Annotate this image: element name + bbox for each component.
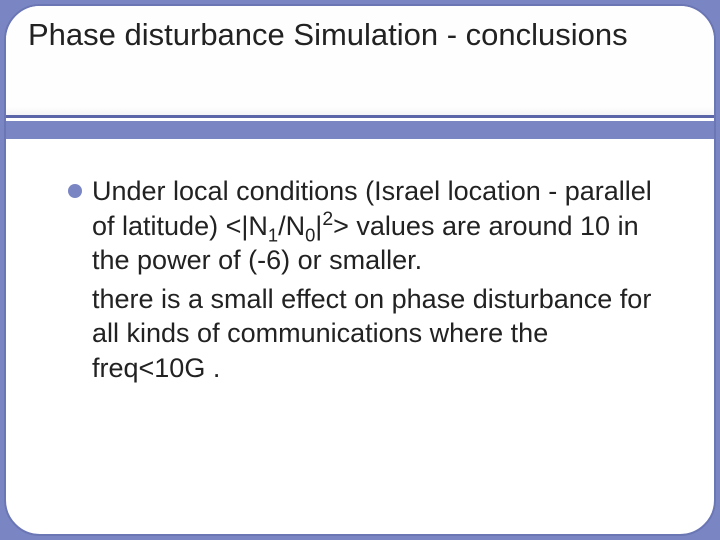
subscript: 1 [268,224,278,245]
bullet-item: Under local conditions (Israel location … [68,174,662,278]
superscript: 2 [322,208,333,230]
slide-card: Phase disturbance Simulation - conclusio… [4,4,716,536]
bullet-continuation: there is a small effect on phase disturb… [92,282,662,386]
content-area: Under local conditions (Israel location … [6,156,714,534]
bullet-text: Under local conditions (Israel location … [92,174,662,278]
text-segment: /N [278,211,305,241]
accent-strip [6,121,714,139]
subscript: 0 [305,224,315,245]
bullet-dot-icon [68,184,82,198]
slide-title: Phase disturbance Simulation - conclusio… [28,16,692,55]
title-band: Phase disturbance Simulation - conclusio… [6,6,714,118]
